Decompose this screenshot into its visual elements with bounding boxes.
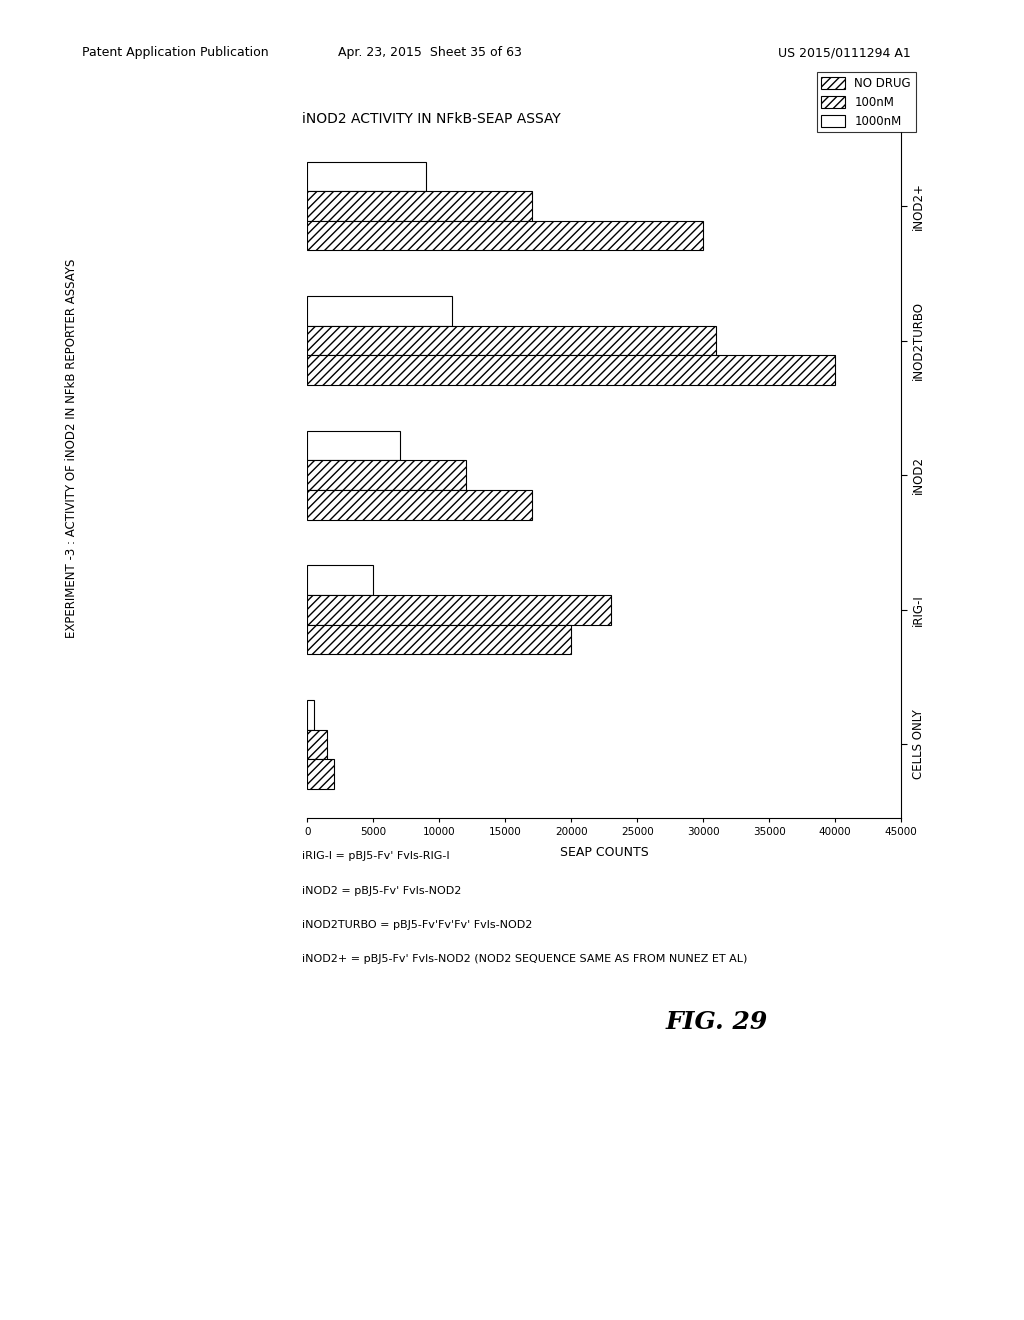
Bar <box>307 490 531 520</box>
Bar <box>307 355 836 385</box>
Text: US 2015/0111294 A1: US 2015/0111294 A1 <box>778 46 911 59</box>
Bar <box>307 624 571 655</box>
Bar <box>307 161 426 191</box>
Text: iRIG-I = pBJ5-Fv' Fvls-RIG-I: iRIG-I = pBJ5-Fv' Fvls-RIG-I <box>302 851 450 862</box>
Text: iNOD2 = pBJ5-Fv' Fvls-NOD2: iNOD2 = pBJ5-Fv' Fvls-NOD2 <box>302 886 462 896</box>
Text: Patent Application Publication: Patent Application Publication <box>82 46 268 59</box>
Text: EXPERIMENT -3 : ACTIVITY OF iNOD2 IN NFkB REPORTER ASSAYS: EXPERIMENT -3 : ACTIVITY OF iNOD2 IN NFk… <box>66 259 78 639</box>
Bar <box>307 296 453 326</box>
Text: FIG. 29: FIG. 29 <box>666 1010 768 1034</box>
Legend: NO DRUG, 100nM, 1000nM: NO DRUG, 100nM, 1000nM <box>816 71 915 132</box>
Text: iNOD2+ = pBJ5-Fv' Fvls-NOD2 (NOD2 SEQUENCE SAME AS FROM NUNEZ ET AL): iNOD2+ = pBJ5-Fv' Fvls-NOD2 (NOD2 SEQUEN… <box>302 954 748 965</box>
Bar <box>307 730 327 759</box>
Bar <box>307 191 531 220</box>
Text: Apr. 23, 2015  Sheet 35 of 63: Apr. 23, 2015 Sheet 35 of 63 <box>338 46 522 59</box>
Bar <box>307 759 334 789</box>
Bar <box>307 461 466 490</box>
Text: iNOD2TURBO = pBJ5-Fv'Fv'Fv' Fvls-NOD2: iNOD2TURBO = pBJ5-Fv'Fv'Fv' Fvls-NOD2 <box>302 920 532 931</box>
Bar <box>307 430 399 461</box>
Bar <box>307 595 610 624</box>
Bar <box>307 700 313 730</box>
Bar <box>307 220 703 251</box>
Bar <box>307 565 373 595</box>
Bar <box>307 326 717 355</box>
X-axis label: SEAP COUNTS: SEAP COUNTS <box>560 846 648 859</box>
Text: iNOD2 ACTIVITY IN NFkB-SEAP ASSAY: iNOD2 ACTIVITY IN NFkB-SEAP ASSAY <box>302 112 561 127</box>
